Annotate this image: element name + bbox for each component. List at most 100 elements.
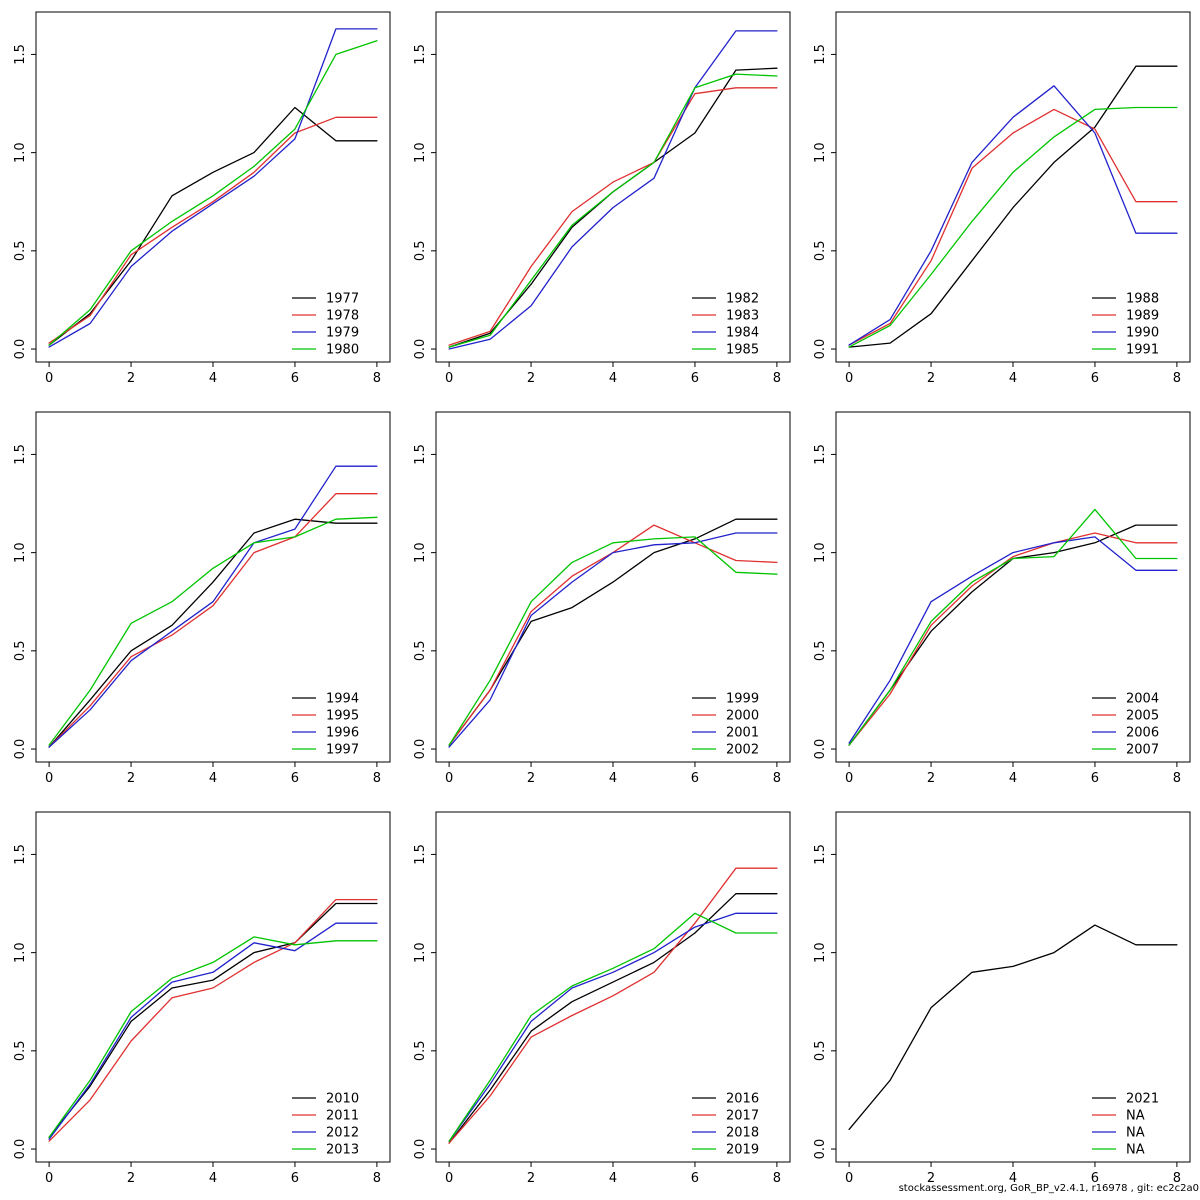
chart-panel-4: 0 2 4 6 8 0.0 0.5 1.0 1.5 1994 1995 1996 1997 [13,411,391,786]
line-1999 [448,518,778,746]
x-tick-label: 4 [609,1171,617,1186]
line-2016 [448,893,778,1144]
y-tick-label: 1.0 [413,142,428,163]
legend-label-NA: NA [1126,1109,1145,1124]
legend-label-2013: 2013 [326,1143,359,1158]
line-2006 [848,536,1178,744]
x-tick-label: 0 [845,771,853,786]
y-tick-label: 1.5 [413,444,428,465]
x-tick-label: 8 [373,771,381,786]
y-tick-label: 0.0 [413,1139,428,1160]
y-tick-label: 0.5 [413,240,428,261]
legend-label-1983: 1983 [726,309,759,324]
line-1994 [48,518,378,748]
line-1989 [848,108,1178,346]
legend-label-2017: 2017 [726,1109,759,1124]
legend-label-NA: NA [1126,1126,1145,1141]
x-tick-label: 2 [927,771,935,786]
line-2012 [48,922,378,1140]
line-1988 [848,65,1178,348]
x-tick-label: 2 [527,371,535,386]
y-tick-label: 0.5 [13,240,28,261]
y-tick-label: 0.0 [13,1139,28,1160]
x-tick-label: 4 [209,1171,217,1186]
x-tick-label: 6 [291,771,299,786]
y-tick-label: 1.5 [813,44,828,65]
chart-panel-5: 0 2 4 6 8 0.0 0.5 1.0 1.5 1999 2000 2001 2002 [413,411,791,786]
legend-label-1991: 1991 [1126,343,1159,358]
x-tick-label: 2 [927,371,935,386]
y-tick-label: 0.0 [813,739,828,760]
x-tick-label: 4 [209,371,217,386]
x-tick-label: 2 [527,771,535,786]
legend-label-1979: 1979 [326,326,359,341]
line-1979 [48,28,378,348]
legend-label-1982: 1982 [726,292,759,307]
legend-label-1997: 1997 [326,743,359,758]
x-tick-label: 6 [1091,1171,1099,1186]
legend-label-2016: 2016 [726,1092,759,1107]
y-tick-label: 1.5 [413,44,428,65]
line-1980 [48,40,378,346]
legend-label-1980: 1980 [326,343,359,358]
y-tick-label: 0.0 [13,339,28,360]
legend-label-2011: 2011 [326,1109,359,1124]
y-tick-label: 1.0 [413,542,428,563]
y-tick-label: 0.0 [413,739,428,760]
y-tick-label: 0.5 [813,240,828,261]
y-tick-label: 0.5 [13,1040,28,1061]
x-tick-label: 0 [445,371,453,386]
y-tick-label: 0.0 [813,339,828,360]
legend-label-2010: 2010 [326,1092,359,1107]
x-tick-label: 8 [1173,1171,1181,1186]
x-tick-label: 4 [609,371,617,386]
y-tick-label: 1.5 [13,844,28,865]
legend-label-2019: 2019 [726,1143,759,1158]
legend-label-1978: 1978 [326,309,359,324]
legend-label-1990: 1990 [1126,326,1159,341]
x-tick-label: 2 [127,771,135,786]
y-tick-label: 1.5 [13,444,28,465]
y-tick-label: 1.0 [13,542,28,563]
line-1990 [848,85,1178,346]
chart-panel-8: 0 2 4 6 8 0.0 0.5 1.0 1.5 2016 2017 2018 2019 [413,811,791,1186]
y-tick-label: 1.0 [813,142,828,163]
y-tick-label: 0.5 [813,640,828,661]
line-1978 [48,116,378,344]
line-1996 [48,465,378,748]
y-tick-label: 1.5 [813,444,828,465]
x-tick-label: 6 [291,371,299,386]
y-tick-label: 0.5 [13,640,28,661]
legend-label-2021: 2021 [1126,1092,1159,1107]
y-tick-label: 1.5 [813,844,828,865]
chart-panel-2: 0 2 4 6 8 0.0 0.5 1.0 1.5 1982 1983 1984 1985 [413,11,791,386]
legend-label-1999: 1999 [726,692,759,707]
x-tick-label: 8 [1173,771,1181,786]
y-tick-label: 1.0 [813,942,828,963]
legend-label-2004: 2004 [1126,692,1159,707]
x-tick-label: 6 [1091,771,1099,786]
x-tick-label: 4 [209,771,217,786]
legend-label-1988: 1988 [1126,292,1159,307]
y-tick-label: 0.0 [413,339,428,360]
line-2021 [848,924,1178,1131]
x-tick-label: 6 [691,371,699,386]
line-1983 [448,87,778,346]
footer-attribution: stockassessment.org, GoR_BP_v2.4.1, r169… [898,1183,1199,1194]
x-tick-label: 0 [445,1171,453,1186]
legend-label-2001: 2001 [726,726,759,741]
y-tick-label: 1.0 [13,142,28,163]
x-tick-label: 6 [691,1171,699,1186]
chart-panel-3: 0 2 4 6 8 0.0 0.5 1.0 1.5 1988 1989 1990 1991 [813,11,1191,386]
line-2005 [848,532,1178,746]
chart-panel-7: 0 2 4 6 8 0.0 0.5 1.0 1.5 2010 2011 2012 2013 [13,811,391,1186]
legend-label-1995: 1995 [326,709,359,724]
legend-label-2006: 2006 [1126,726,1159,741]
legend-label-1985: 1985 [726,343,759,358]
x-tick-label: 0 [45,771,53,786]
line-2013 [48,936,378,1138]
chart-panel-6: 0 2 4 6 8 0.0 0.5 1.0 1.5 2004 2005 2006 2007 [813,411,1191,786]
x-tick-label: 2 [127,1171,135,1186]
line-1995 [48,493,378,748]
